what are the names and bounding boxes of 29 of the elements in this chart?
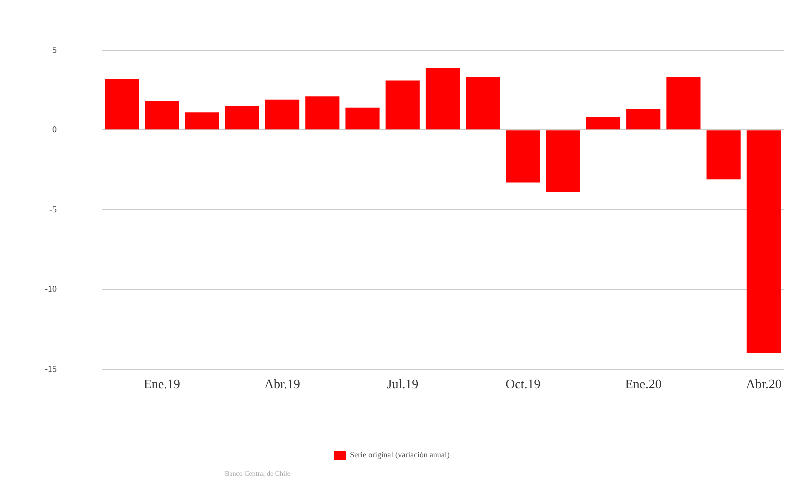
bar [746, 130, 781, 354]
bar [466, 78, 500, 130]
bar [145, 101, 180, 130]
x-tick-label: Oct.19 [506, 376, 541, 392]
bar [105, 79, 140, 130]
bar [546, 130, 580, 192]
x-tick-label: Abr.19 [264, 376, 300, 392]
bar [346, 108, 380, 130]
bar [225, 106, 260, 130]
legend-label: Serie original (variación anual) [350, 450, 450, 460]
bar [706, 130, 741, 180]
x-tick-label: Ene.20 [625, 376, 662, 392]
bar [426, 68, 460, 130]
x-tick-label: Ene.19 [144, 376, 180, 392]
y-tick-label: 5 [52, 44, 58, 55]
x-tick-label: Abr.20 [746, 376, 782, 392]
bar [185, 112, 220, 130]
bar [626, 109, 661, 130]
bar [306, 96, 340, 130]
bar [666, 78, 701, 130]
x-tick-label: Jul.19 [387, 376, 419, 392]
bar [265, 100, 300, 130]
y-tick-label: -15 [44, 364, 58, 374]
y-tick-label: -10 [44, 284, 58, 294]
bar [586, 117, 621, 130]
bar [506, 130, 540, 183]
bar [386, 80, 420, 130]
y-tick-label: -5 [49, 204, 58, 214]
y-tick-label: 0 [52, 124, 58, 135]
